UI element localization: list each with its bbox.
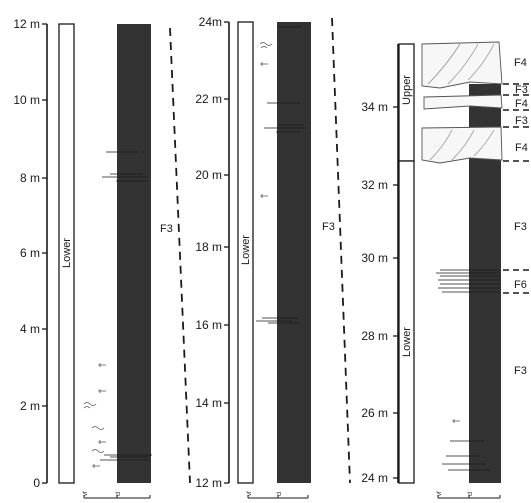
- unit-label: Lower: [240, 235, 252, 265]
- facies-boundary: [331, 17, 351, 484]
- facies-contacts: [503, 83, 531, 294]
- facies-label: F3: [322, 221, 335, 233]
- facies-label: F3: [514, 221, 527, 233]
- facies-label: F4: [515, 142, 528, 154]
- depth-label: 16 m: [195, 318, 222, 332]
- limestone-blocks: [421, 41, 503, 164]
- scale-label: cl: [468, 492, 474, 496]
- fossil-symbols: [452, 419, 460, 423]
- fossil-symbols: [259, 42, 273, 198]
- depth-label: 28 m: [361, 329, 388, 343]
- depth-label: 6 m: [20, 246, 40, 260]
- depth-label: 30 m: [361, 251, 388, 265]
- depth-label: 12 m: [195, 476, 222, 490]
- depth-label: 20 m: [195, 168, 222, 182]
- facies-label: F3: [160, 223, 173, 235]
- mudstone-laminae: [436, 269, 500, 471]
- unit-label: Upper: [401, 75, 413, 105]
- scale-label: vf: [83, 491, 89, 496]
- facies-label: F4: [515, 98, 528, 110]
- depth-label: 32 m: [361, 178, 388, 192]
- facies-label: F3: [515, 84, 528, 96]
- unit-label: Lower: [61, 238, 73, 268]
- unit-bar-lower: [237, 21, 254, 484]
- mudstone-laminae: [256, 26, 306, 324]
- depth-label: 22 m: [195, 92, 222, 106]
- depth-label: 4 m: [20, 322, 40, 336]
- limestone-hatching: [427, 43, 495, 161]
- scale-label: vf: [247, 491, 253, 496]
- facies-label: F4: [514, 57, 527, 69]
- depth-label: 8 m: [20, 171, 40, 185]
- depth-label: 26 m: [361, 406, 388, 420]
- facies-boundary: [169, 27, 191, 484]
- mudstone-laminae: [100, 151, 152, 461]
- depth-label: 14 m: [195, 396, 222, 410]
- scale-label: vf: [437, 491, 443, 496]
- depth-label: 24m: [199, 15, 222, 29]
- depth-label: 0: [33, 476, 40, 490]
- scale-label: cl: [277, 492, 283, 496]
- lithology-column: [117, 24, 151, 483]
- facies-label: F3: [514, 365, 527, 377]
- fossil-symbols: [83, 363, 106, 468]
- depth-label: 12 m: [13, 17, 40, 31]
- unit-label: Lower: [401, 327, 413, 357]
- depth-label: 34 m: [361, 100, 388, 114]
- scale-label: cl: [116, 492, 122, 496]
- facies-label: F6: [514, 279, 527, 291]
- depth-label: 2 m: [20, 399, 40, 413]
- unit-bar-lower: [58, 23, 75, 484]
- depth-label: 18 m: [195, 240, 222, 254]
- facies-label: F3: [515, 115, 528, 127]
- unit-bar-lower: [398, 160, 415, 484]
- log-column-3: 34 m 32 m 30 m 28 m 26 m 24 m Upper Lowe…: [361, 41, 531, 499]
- log-column-1: 12 m 10 m 8 m 6 m 4 m 2 m 0 Lower: [13, 17, 191, 499]
- lithology-column: [277, 22, 311, 483]
- log-column-2: 24m 22 m 20 m 18 m 16 m 14 m 12 m Lower …: [195, 15, 351, 499]
- depth-label: 24 m: [361, 471, 388, 485]
- depth-label: 10 m: [13, 93, 40, 107]
